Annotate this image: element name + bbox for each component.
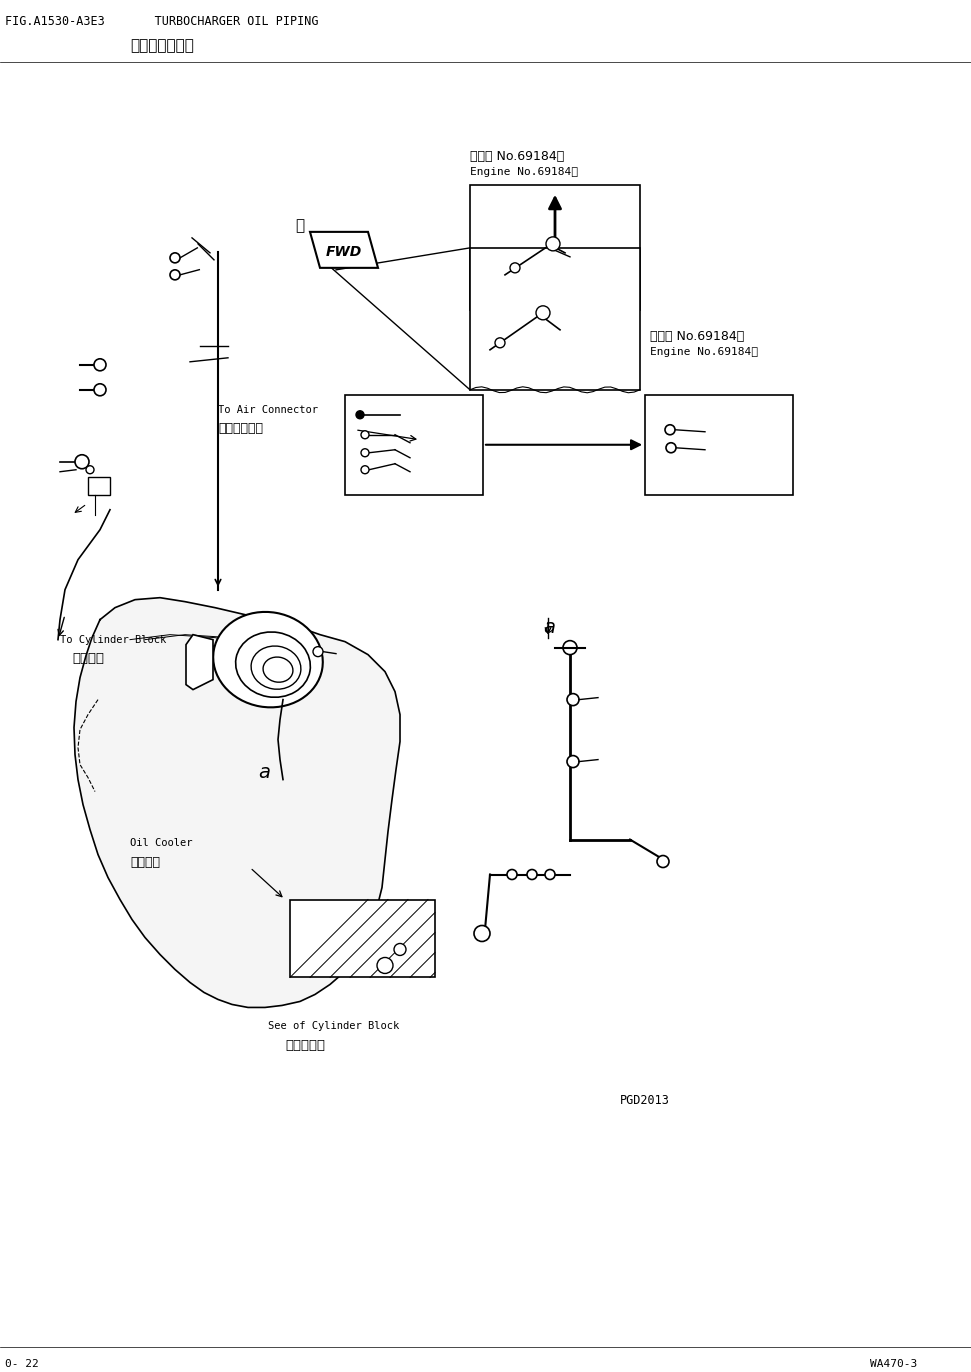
Circle shape xyxy=(361,431,369,439)
Text: 气缸体参照: 气缸体参照 xyxy=(285,1040,325,1052)
Ellipse shape xyxy=(251,646,301,689)
Text: 至空气管接头: 至空气管接头 xyxy=(218,421,263,435)
Text: 前: 前 xyxy=(295,218,304,233)
Circle shape xyxy=(567,756,579,767)
Text: 0- 22: 0- 22 xyxy=(5,1360,39,1369)
Ellipse shape xyxy=(263,657,293,682)
Ellipse shape xyxy=(236,632,311,697)
Text: Engine No.69184～: Engine No.69184～ xyxy=(650,347,758,357)
Text: Oil Cooler: Oil Cooler xyxy=(130,837,192,848)
Polygon shape xyxy=(186,635,213,690)
Text: FIG.A1530-A3E3       TURBOCHARGER OIL PIPING: FIG.A1530-A3E3 TURBOCHARGER OIL PIPING xyxy=(5,15,318,27)
Circle shape xyxy=(536,306,550,320)
Circle shape xyxy=(75,454,89,469)
Text: 油冷却器: 油冷却器 xyxy=(130,856,160,868)
Circle shape xyxy=(356,410,364,418)
Circle shape xyxy=(313,646,323,657)
Text: 至气缸体: 至气缸体 xyxy=(72,652,104,664)
Circle shape xyxy=(510,263,520,273)
Text: FWD: FWD xyxy=(326,244,362,259)
Circle shape xyxy=(527,870,537,879)
Ellipse shape xyxy=(214,612,322,708)
Circle shape xyxy=(495,338,505,348)
Circle shape xyxy=(377,958,393,974)
Text: 发动机 No.69184～: 发动机 No.69184～ xyxy=(470,150,564,163)
Circle shape xyxy=(545,870,555,879)
Bar xyxy=(470,185,640,310)
Circle shape xyxy=(94,359,106,370)
Text: 涡轮增压器油管: 涡轮增压器油管 xyxy=(130,38,194,54)
Text: 发动机 No.69184～: 发动机 No.69184～ xyxy=(650,329,744,343)
Circle shape xyxy=(567,694,579,705)
Text: a: a xyxy=(258,763,270,782)
Circle shape xyxy=(507,870,517,879)
Circle shape xyxy=(170,270,180,280)
Circle shape xyxy=(170,252,180,263)
Text: Engine No.69184～: Engine No.69184～ xyxy=(470,167,578,177)
Circle shape xyxy=(361,465,369,473)
Text: WA470-3: WA470-3 xyxy=(870,1360,918,1369)
Bar xyxy=(470,248,640,390)
Bar xyxy=(88,476,110,495)
Circle shape xyxy=(563,641,577,654)
Text: To Cylinder Block: To Cylinder Block xyxy=(60,635,166,645)
Circle shape xyxy=(86,465,94,473)
Text: See of Cylinder Block: See of Cylinder Block xyxy=(268,1021,399,1032)
Circle shape xyxy=(94,384,106,395)
Polygon shape xyxy=(74,598,400,1007)
Bar xyxy=(645,395,793,495)
Circle shape xyxy=(361,449,369,457)
Circle shape xyxy=(657,856,669,867)
Bar xyxy=(290,900,435,977)
Circle shape xyxy=(665,425,675,435)
Circle shape xyxy=(666,443,676,453)
Text: a: a xyxy=(543,617,555,637)
Circle shape xyxy=(546,237,560,251)
Circle shape xyxy=(474,926,490,941)
Text: PGD2013: PGD2013 xyxy=(620,1095,670,1107)
Polygon shape xyxy=(310,232,378,268)
Text: To Air Connector: To Air Connector xyxy=(218,405,318,414)
Bar xyxy=(345,395,483,495)
Circle shape xyxy=(394,944,406,955)
